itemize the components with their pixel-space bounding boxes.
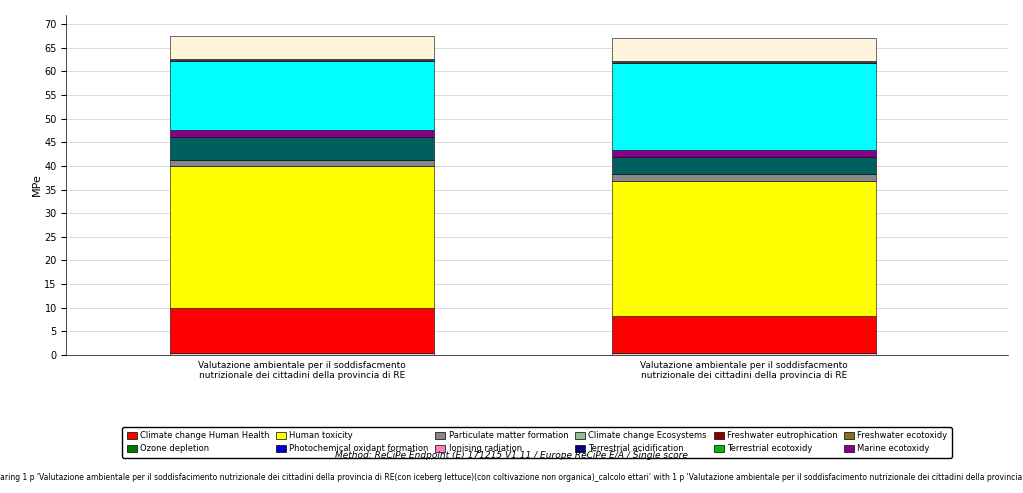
Bar — [613, 352, 876, 355]
Bar — [613, 316, 876, 352]
Bar — [170, 36, 434, 59]
Bar — [613, 181, 876, 316]
Bar — [170, 61, 434, 130]
Bar — [613, 150, 876, 157]
Bar — [170, 137, 434, 160]
Bar — [170, 130, 434, 137]
Bar — [613, 63, 876, 150]
Y-axis label: MPe: MPe — [32, 174, 42, 196]
Bar — [170, 352, 434, 355]
Text: Comparing 1 p 'Valutazione ambientale per il soddisfacimento nutrizionale dei ci: Comparing 1 p 'Valutazione ambientale pe… — [0, 473, 1023, 482]
Bar — [613, 61, 876, 63]
Legend: Climate change Human Health, Ozone depletion, Human toxicity, Photochemical oxid: Climate change Human Health, Ozone deple… — [123, 427, 951, 458]
Text: Method: ReCiPe Endpoint (E) 171215 V1.11 / Europe ReCiPe E/A / Single score: Method: ReCiPe Endpoint (E) 171215 V1.11… — [336, 451, 687, 459]
Bar — [613, 174, 876, 181]
Bar — [613, 157, 876, 174]
Bar — [170, 160, 434, 166]
Bar — [170, 166, 434, 308]
Bar — [170, 308, 434, 352]
Bar — [170, 59, 434, 61]
Bar — [613, 38, 876, 61]
